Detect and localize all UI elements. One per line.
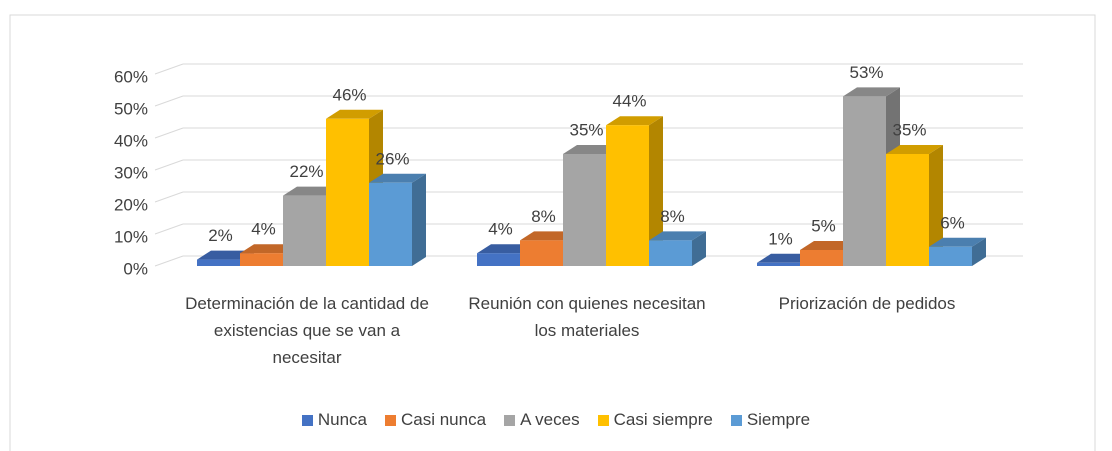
bar [800, 250, 843, 266]
bar [843, 96, 886, 267]
data-label: 46% [332, 85, 366, 104]
bar [477, 253, 520, 266]
bar-top [477, 244, 534, 254]
legend-swatch [385, 414, 396, 426]
data-label: 6% [940, 213, 965, 232]
legend-swatch [730, 414, 742, 426]
grid-line-side [154, 95, 184, 107]
bar-side [929, 145, 943, 266]
bar [197, 259, 240, 266]
legend-swatch [301, 414, 313, 426]
legend-label: A veces [520, 410, 580, 429]
grid-line-side [154, 63, 184, 75]
y-tick-label: 40% [114, 131, 148, 150]
bar-top [843, 87, 900, 97]
data-label: 5% [811, 216, 836, 235]
y-tick-label: 0% [123, 259, 148, 278]
bar-top [757, 253, 814, 263]
bar-top [197, 250, 254, 260]
data-label: 26% [375, 149, 409, 168]
chart-frame [9, 14, 1096, 451]
bar-top [240, 244, 297, 254]
bar [649, 240, 692, 266]
bar-top [929, 237, 986, 247]
grid-line-side [154, 159, 184, 171]
y-tick-label: 50% [114, 99, 148, 118]
legend-item: A veces [504, 410, 580, 430]
bar-side [649, 116, 663, 266]
data-label: 53% [849, 63, 883, 82]
legend-label: Casi nunca [401, 410, 487, 429]
grid-line-side [154, 191, 184, 203]
bar-top [520, 231, 577, 241]
y-tick-label: 30% [114, 163, 148, 182]
grid-line-side [154, 223, 184, 235]
bar [240, 253, 283, 266]
bar-top [369, 173, 426, 183]
bar-top [326, 109, 383, 119]
bar-side [972, 237, 986, 266]
x-tick-label: Reunión con quienes necesitan los materi… [468, 294, 706, 340]
bar-top [563, 145, 620, 154]
data-label: 44% [612, 92, 646, 111]
legend-swatch [597, 414, 609, 426]
x-tick-label: Determinación de la cantidad de existenc… [185, 294, 429, 367]
bar [929, 246, 972, 266]
legend-item: Casi siempre [597, 410, 713, 430]
x-tick-label: Priorización de pedidos [778, 294, 956, 313]
bar [563, 154, 606, 266]
grid-line-side [154, 255, 184, 267]
bar-top [800, 241, 857, 250]
bar [326, 118, 369, 266]
bar [283, 195, 326, 266]
data-label: 8% [660, 207, 685, 226]
data-label: 35% [892, 120, 926, 139]
bar [606, 125, 649, 266]
legend-label: Casi siempre [613, 410, 713, 429]
grid-line-side [154, 127, 184, 139]
data-label: 35% [569, 120, 603, 139]
y-tick-label: 20% [114, 195, 148, 214]
bar [520, 240, 563, 266]
data-label: 1% [768, 229, 793, 248]
legend-swatch [504, 414, 516, 426]
legend-label: Nunca [317, 410, 367, 429]
legend-item: Casi nunca [385, 410, 486, 430]
bar-top [649, 231, 706, 241]
legend-label: Siempre [746, 410, 811, 429]
bar-side [692, 231, 706, 266]
y-tick-label: 60% [114, 67, 148, 86]
bar-top [283, 186, 340, 196]
bar [757, 262, 800, 266]
legend-item: Nunca [301, 410, 367, 430]
data-label: 4% [251, 220, 276, 239]
data-label: 8% [531, 207, 556, 226]
legend: Nunca Casi nunca A veces Casi siempre Siempr… [0, 410, 1112, 430]
y-tick-label: 10% [114, 227, 148, 246]
data-label: 22% [289, 162, 323, 181]
bar [886, 154, 929, 266]
data-label: 2% [208, 226, 233, 245]
bar-side [412, 173, 426, 266]
legend-item: Siempre [730, 410, 811, 430]
data-label: 4% [488, 220, 513, 239]
bar-top [886, 145, 943, 154]
bar [369, 182, 412, 266]
bar-top [606, 116, 663, 126]
